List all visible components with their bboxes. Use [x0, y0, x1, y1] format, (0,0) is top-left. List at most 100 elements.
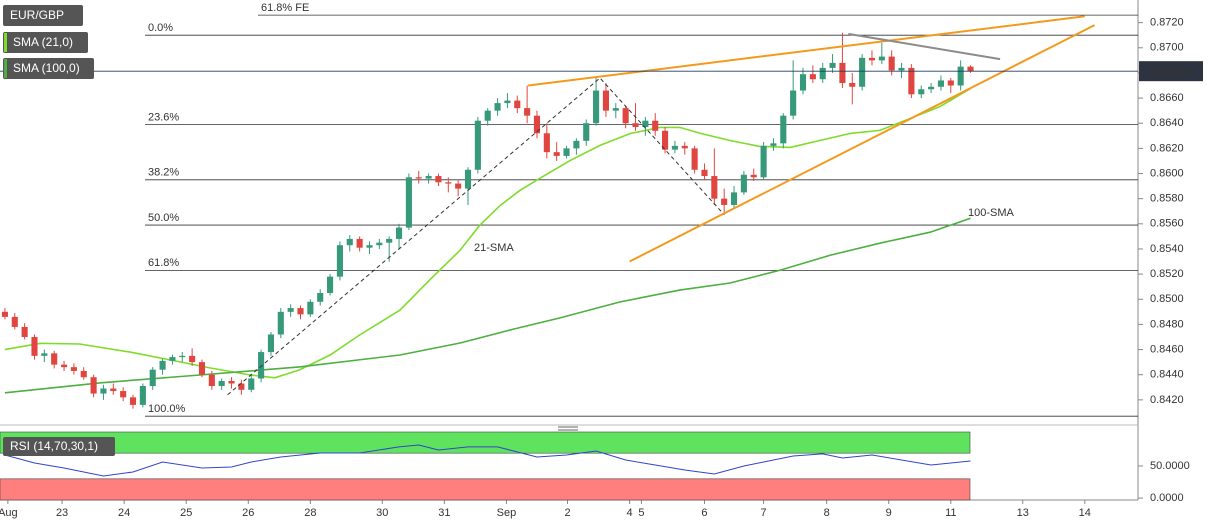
fib-label: 23.6%: [148, 111, 179, 123]
candle-body: [622, 108, 629, 124]
y-tick-label: 0.8540: [1150, 243, 1184, 255]
candle-body: [258, 352, 265, 379]
sma-line: [4, 87, 971, 379]
x-tick-label: 26: [242, 507, 254, 519]
candle-body: [297, 308, 304, 315]
candle-body: [918, 89, 925, 95]
y-tick-label: 0.8580: [1150, 193, 1184, 205]
fib-label: 61.8% FE: [261, 2, 309, 14]
candle-body: [179, 355, 186, 358]
x-tick-label: 8: [824, 507, 830, 519]
legend-box: [3, 5, 83, 26]
candle-body: [612, 108, 619, 111]
candle-body: [474, 120, 481, 170]
divider-handle[interactable]: [558, 426, 578, 431]
candle-body: [908, 67, 915, 95]
x-tick-label: 5: [638, 507, 644, 519]
candle-body: [701, 169, 708, 177]
x-tick-label: 23: [56, 507, 68, 519]
candle-body: [888, 56, 895, 71]
candle-body: [593, 90, 600, 124]
candle-body: [721, 198, 728, 205]
y-tick-label: 0.8700: [1150, 42, 1184, 54]
x-tick-label: Sep: [497, 507, 517, 519]
candle-body: [248, 378, 255, 390]
x-tick-label: 4: [627, 507, 633, 519]
candle-body: [760, 145, 767, 178]
candle-body: [120, 391, 127, 398]
candle-body: [543, 133, 550, 153]
fib-label: 38.2%: [148, 167, 179, 179]
x-tick-label: 11: [945, 507, 956, 519]
candle-body: [455, 183, 462, 189]
candle-body: [80, 370, 87, 378]
legend-swatch: [4, 59, 7, 78]
candle-body: [632, 123, 639, 127]
oversold-band: [0, 478, 971, 501]
rsi-title: RSI (14,70,30,1): [10, 439, 98, 453]
candle-body: [967, 66, 974, 72]
candle-body: [642, 120, 649, 127]
candle-body: [228, 380, 235, 384]
fib-label: 0.0%: [148, 22, 173, 34]
x-tick-label: 7: [761, 507, 767, 519]
x-tick-label: 31: [438, 507, 450, 519]
x-tick-label: 30: [376, 507, 388, 519]
trendline: [227, 77, 723, 396]
candle-body: [662, 130, 669, 150]
rsi-line: [4, 444, 971, 477]
x-tick-label: 28: [304, 507, 316, 519]
candle-body: [51, 353, 58, 365]
candle-body: [484, 110, 491, 121]
candle-body: [159, 360, 166, 370]
candle-body: [445, 182, 452, 184]
y-tick-label: 0.0000: [1150, 492, 1184, 504]
fib-label: 50.0%: [148, 212, 179, 224]
candle-body: [31, 336, 38, 356]
last-price-label: 0.86814: [1151, 66, 1192, 78]
candle-body: [346, 238, 353, 246]
candle-body: [287, 308, 294, 312]
y-tick-label: 0.8640: [1150, 117, 1184, 129]
rsi-legend: RSI (14,70,30,1): [3, 437, 115, 456]
candle-body: [100, 388, 107, 394]
legend-entry: SMA (100,0): [13, 61, 80, 75]
legend-box: [3, 437, 115, 456]
last-price-box: [1139, 61, 1203, 82]
y-tick-label: 0.8480: [1150, 318, 1184, 330]
y-tick-label: 0.8460: [1150, 343, 1184, 355]
legend-entry: SMA (21,0): [13, 35, 73, 49]
candle-body: [129, 397, 137, 405]
candle-body: [1, 311, 8, 317]
candle-body: [405, 177, 412, 228]
candle-body: [770, 143, 777, 146]
candle-body: [70, 367, 77, 371]
candle-body: [524, 108, 531, 116]
candle-body: [218, 380, 225, 387]
x-tick-label: 24: [118, 507, 130, 519]
candle-body: [11, 316, 18, 327]
y-tick-label: 0.8520: [1150, 268, 1184, 280]
candle-body: [780, 115, 787, 144]
candle-body: [327, 276, 334, 293]
candle-body: [307, 301, 314, 315]
candle-body: [267, 334, 275, 353]
candle-body: [169, 357, 176, 361]
candle-body: [425, 176, 432, 179]
candle-body: [208, 374, 215, 387]
trendline: [629, 24, 1096, 263]
candle-body: [277, 311, 284, 335]
candle-body: [110, 388, 117, 392]
candle-body: [790, 90, 797, 116]
candle-body: [317, 292, 324, 302]
annotation: 100-SMA: [968, 207, 1015, 219]
trendline: [848, 32, 1001, 61]
x-tick-label: Aug: [0, 507, 18, 519]
y-tick-label: 0.8720: [1150, 17, 1184, 29]
x-tick-label: 13: [1017, 507, 1029, 519]
candle-body: [415, 177, 422, 179]
candle-body: [602, 90, 610, 111]
candle-body: [464, 169, 472, 189]
candle-body: [435, 176, 442, 183]
